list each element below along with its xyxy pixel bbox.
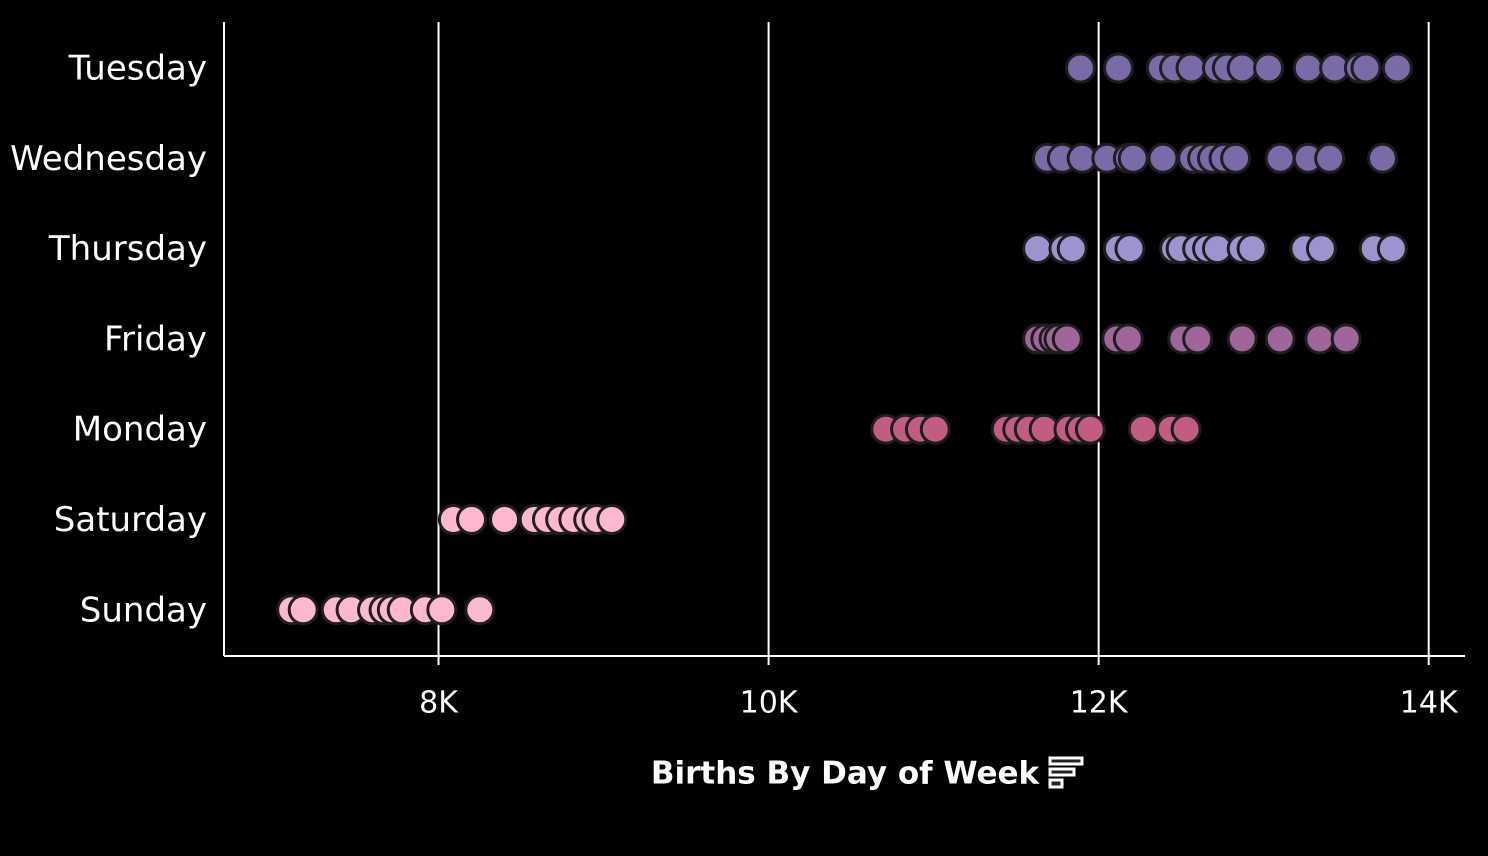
dot [1127,413,1159,445]
dot [1366,142,1398,174]
dot [919,413,951,445]
dot [1170,413,1202,445]
sort-icon[interactable] [1048,756,1084,789]
dot [1102,52,1134,84]
dot [1182,323,1214,355]
dot [1264,323,1296,355]
dot [1147,142,1179,174]
dot [426,594,458,626]
dot [1253,52,1285,84]
dot [1330,323,1362,355]
dot [1305,233,1337,265]
dot [1114,233,1146,265]
x-tick-label: 8K [419,686,459,721]
y-tick-label: Saturday [54,500,207,540]
dot [1350,52,1382,84]
dot [1117,142,1149,174]
dot [1264,142,1296,174]
y-tick-label: Wednesday [10,139,207,179]
dot [1056,233,1088,265]
y-tick-label: Tuesday [68,49,207,89]
dot [1292,52,1324,84]
dot [287,594,319,626]
dot [456,504,488,535]
dot [1074,413,1106,445]
dot [1112,323,1144,355]
dot [1226,323,1258,355]
dot [596,504,628,535]
y-tick-label: Sunday [80,590,207,630]
dot [489,504,521,535]
x-axis-title: Births By Day of Week [651,756,1041,792]
dot [1022,233,1054,265]
x-tick-label: 14K [1400,686,1459,721]
x-tick-label: 12K [1070,686,1129,721]
dot [1314,142,1346,174]
y-tick-label: Friday [104,319,207,359]
dot [1064,52,1096,84]
dot [1304,323,1336,355]
dot [1051,323,1083,355]
y-tick-label: Monday [73,410,207,450]
dot [1376,233,1408,265]
dot [1220,142,1252,174]
dot [1175,52,1207,84]
dot [1236,233,1268,265]
dot [1381,52,1413,84]
x-tick-label: 10K [740,686,799,721]
dot [464,594,496,626]
y-tick-label: Thursday [48,229,207,269]
dot [1226,52,1258,84]
